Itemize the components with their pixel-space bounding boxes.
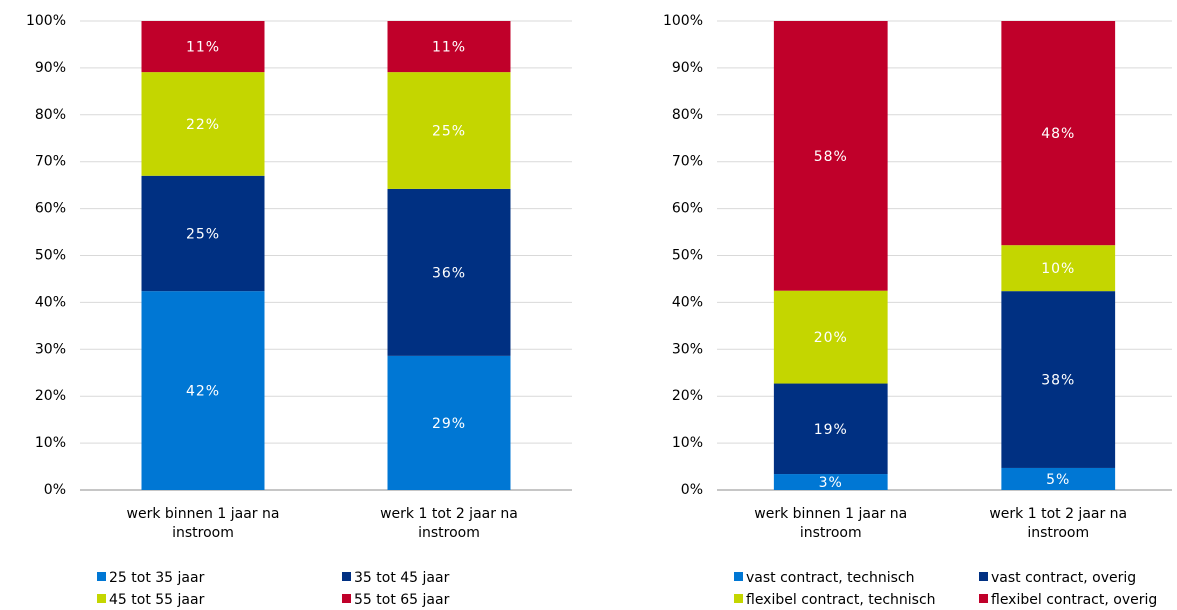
data-label: 25% [432, 124, 466, 140]
bar-segment [141, 21, 265, 73]
y-tick-label: 10% [35, 435, 66, 451]
bar-segment [1001, 291, 1116, 468]
legend-swatch [979, 594, 988, 603]
bar-segment [387, 72, 511, 189]
y-tick-label: 20% [35, 388, 66, 404]
data-label: 19% [814, 422, 848, 438]
bar-segment [141, 291, 265, 490]
legend-label: 25 tot 35 jaar [109, 570, 205, 586]
legend-swatch [979, 572, 988, 581]
y-tick-label: 100% [26, 13, 66, 29]
y-tick-label: 80% [672, 107, 703, 123]
bar-segment [141, 175, 265, 292]
data-label: 5% [1046, 472, 1070, 488]
y-tick-label: 40% [35, 294, 66, 310]
x-tick-label: werk binnen 1 jaar na instroom [126, 506, 280, 541]
y-tick-label: 10% [672, 435, 703, 451]
y-tick-label: 80% [35, 107, 66, 123]
legend-swatch [342, 594, 351, 603]
bar-segment [1001, 21, 1116, 246]
y-tick-label: 20% [672, 388, 703, 404]
y-tick-label: 70% [672, 154, 703, 170]
x-tick-label: werk binnen 1 jaar na instroom [754, 506, 908, 541]
data-label: 10% [1041, 261, 1075, 277]
data-label: 29% [432, 416, 466, 432]
legend-swatch [734, 594, 743, 603]
y-tick-label: 90% [35, 60, 66, 76]
y-tick-label: 50% [35, 248, 66, 264]
bar-segment [387, 188, 511, 356]
y-tick-label: 30% [672, 341, 703, 357]
legend-label: flexibel contract, technisch [746, 592, 936, 608]
bar-segment [773, 290, 888, 384]
data-label: 11% [432, 40, 466, 56]
legend-swatch [97, 594, 106, 603]
legend-label: 55 tot 65 jaar [354, 592, 450, 608]
bar-segment [387, 21, 511, 73]
legend-swatch [97, 572, 106, 581]
data-label: 38% [1041, 373, 1075, 389]
legend-label: flexibel contract, overig [991, 592, 1157, 608]
y-tick-label: 60% [35, 201, 66, 217]
x-tick-label: werk 1 tot 2 jaar na instroom [989, 506, 1128, 541]
legend-label: vast contract, technisch [746, 570, 914, 586]
y-tick-label: 100% [663, 13, 703, 29]
legend-label: 35 tot 45 jaar [354, 570, 450, 586]
y-tick-label: 0% [44, 482, 66, 498]
data-label: 48% [1041, 126, 1075, 142]
bar-segment [1001, 467, 1116, 490]
data-label: 22% [186, 117, 220, 133]
bar-segment [387, 355, 511, 490]
y-tick-label: 40% [672, 294, 703, 310]
bar-segment [773, 21, 888, 291]
data-label: 58% [814, 149, 848, 165]
bar-segment [773, 383, 888, 475]
y-tick-label: 60% [672, 201, 703, 217]
legend-label: 45 tot 55 jaar [109, 592, 205, 608]
y-tick-label: 90% [672, 60, 703, 76]
y-tick-label: 50% [672, 248, 703, 264]
data-label: 36% [432, 265, 466, 281]
y-tick-label: 30% [35, 341, 66, 357]
data-label: 42% [186, 384, 220, 400]
legend-swatch [342, 572, 351, 581]
data-label: 20% [814, 330, 848, 346]
legend-swatch [734, 572, 743, 581]
data-label: 25% [186, 226, 220, 242]
bar-segment [1001, 245, 1116, 292]
y-tick-label: 0% [681, 482, 703, 498]
bar-segment [141, 72, 265, 176]
x-tick-label: werk 1 tot 2 jaar na instroom [380, 506, 518, 541]
y-tick-label: 70% [35, 154, 66, 170]
data-label: 11% [186, 40, 220, 56]
data-label: 3% [819, 475, 843, 491]
bar-segment [773, 474, 888, 490]
legend-label: vast contract, overig [991, 570, 1136, 586]
